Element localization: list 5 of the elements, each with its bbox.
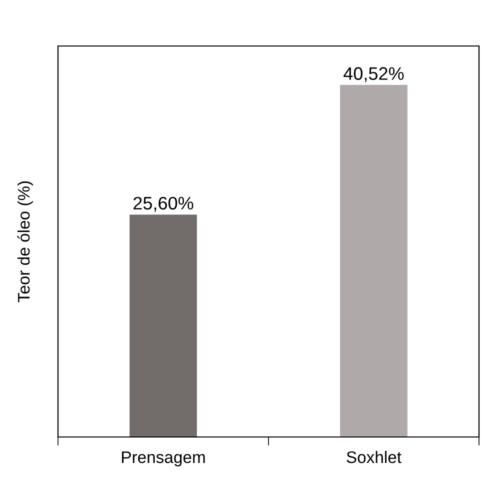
- y-axis-title: Teor de óleo (%): [17, 181, 33, 302]
- x-tick-label: Soxhlet: [346, 450, 402, 464]
- data-label: 25,60%: [134, 196, 194, 212]
- data-label: 40,52%: [344, 67, 404, 82]
- x-tick-label: Prensagem: [122, 452, 205, 466]
